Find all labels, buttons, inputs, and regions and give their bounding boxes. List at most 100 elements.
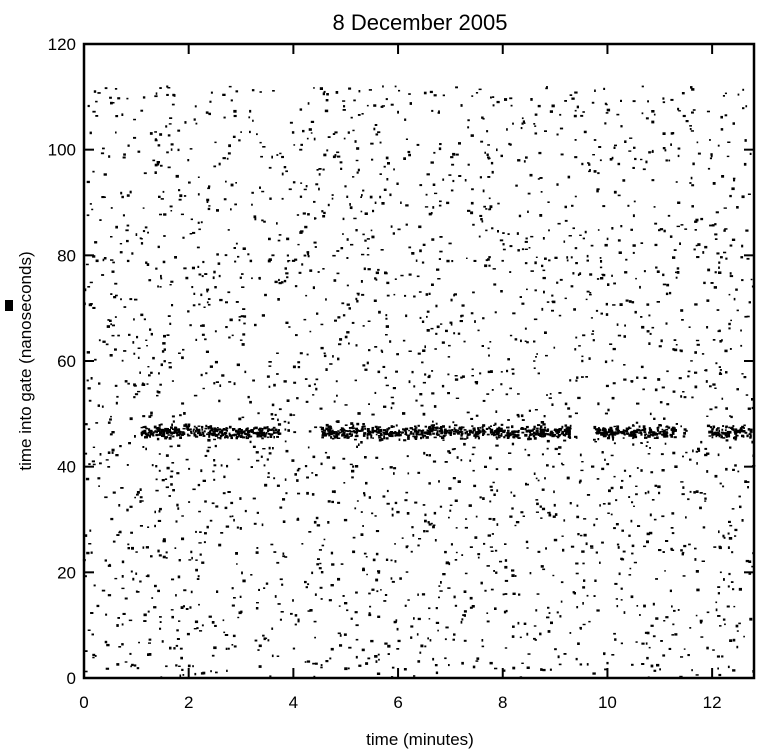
data-point: [405, 545, 408, 549]
data-point: [171, 423, 173, 427]
data-point: [562, 548, 565, 552]
data-point: [336, 250, 340, 252]
data-point: [712, 649, 715, 651]
data-point: [369, 605, 372, 608]
data-point: [284, 478, 287, 481]
data-point: [563, 519, 566, 522]
data-point: [147, 231, 149, 234]
data-point: [533, 123, 536, 125]
data-point: [447, 431, 450, 434]
data-point: [226, 464, 229, 468]
data-point: [436, 268, 440, 271]
data-point: [482, 317, 485, 320]
data-point: [580, 534, 583, 537]
data-point: [590, 547, 594, 549]
data-point: [545, 547, 547, 550]
data-point: [740, 256, 744, 259]
data-point: [707, 167, 711, 170]
data-point: [361, 648, 365, 652]
data-point: [526, 483, 529, 486]
data-point: [360, 196, 362, 198]
data-point: [323, 429, 326, 432]
data-point: [632, 443, 635, 446]
data-point: [141, 382, 144, 386]
data-point: [449, 433, 452, 436]
data-point: [368, 349, 371, 352]
data-point: [112, 540, 116, 543]
data-point: [377, 615, 381, 618]
data-point: [126, 194, 130, 197]
data-point: [369, 195, 373, 199]
data-point: [233, 382, 236, 386]
x-tick-label: 2: [184, 693, 193, 712]
data-point: [364, 427, 367, 430]
data-point: [159, 213, 162, 216]
data-point: [434, 664, 438, 667]
data-point: [437, 433, 440, 436]
data-point: [152, 356, 155, 360]
data-point: [212, 430, 216, 432]
data-point: [628, 150, 632, 152]
data-point: [291, 259, 296, 262]
data-point: [369, 430, 372, 433]
data-point: [218, 399, 221, 403]
data-point: [668, 647, 672, 650]
data-point: [307, 213, 310, 216]
data-point: [154, 171, 157, 174]
data-point: [268, 446, 271, 450]
data-point: [525, 237, 528, 240]
data-point: [568, 415, 572, 418]
data-point: [435, 607, 438, 610]
data-point: [390, 225, 393, 228]
data-point: [485, 427, 489, 430]
data-point: [219, 434, 223, 438]
data-point: [90, 551, 93, 554]
data-point: [308, 430, 312, 433]
data-point: [513, 494, 516, 497]
data-point: [126, 508, 129, 512]
data-point: [423, 431, 427, 434]
data-point: [631, 501, 634, 504]
data-point: [730, 581, 734, 583]
data-point: [362, 425, 366, 428]
data-point: [670, 547, 673, 551]
data-point: [124, 661, 128, 663]
data-point: [493, 570, 495, 572]
data-point: [670, 98, 674, 101]
data-point: [404, 427, 409, 431]
data-point: [92, 170, 95, 173]
data-point: [730, 319, 732, 322]
data-point: [293, 144, 296, 146]
data-point: [434, 429, 437, 431]
data-point: [431, 426, 435, 428]
data-point: [529, 430, 531, 434]
data-point: [491, 227, 494, 230]
data-point: [285, 492, 288, 495]
data-point: [722, 425, 725, 427]
data-point: [744, 139, 747, 142]
data-point: [486, 612, 489, 614]
data-point: [218, 274, 221, 278]
data-point: [268, 385, 271, 388]
data-point: [581, 359, 584, 363]
data-point: [176, 503, 179, 507]
data-point: [426, 315, 428, 318]
data-point: [386, 281, 390, 285]
data-point: [439, 143, 442, 146]
data-point: [387, 644, 391, 648]
data-point: [157, 519, 162, 522]
data-point: [147, 653, 150, 656]
data-point: [514, 338, 518, 341]
data-point: [529, 173, 533, 177]
data-point: [119, 530, 122, 533]
data-point: [466, 436, 469, 439]
data-point: [267, 428, 270, 431]
data-point: [729, 446, 732, 449]
data-point: [170, 483, 173, 486]
data-point: [395, 619, 398, 622]
data-point: [374, 391, 377, 394]
data-point: [260, 155, 263, 158]
data-point: [143, 172, 147, 175]
data-point: [336, 394, 338, 397]
data-point: [476, 657, 480, 660]
